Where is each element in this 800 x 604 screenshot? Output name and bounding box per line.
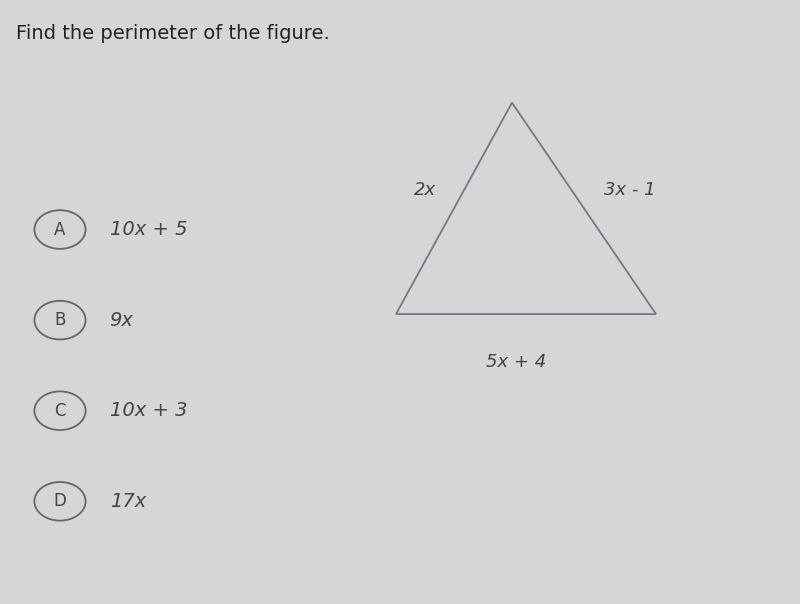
Circle shape [34, 482, 86, 521]
Polygon shape [396, 103, 656, 314]
Text: Find the perimeter of the figure.: Find the perimeter of the figure. [16, 24, 330, 43]
Text: 5x + 4: 5x + 4 [486, 353, 546, 371]
Text: 2x: 2x [414, 181, 436, 199]
Circle shape [34, 391, 86, 430]
Text: 3x - 1: 3x - 1 [604, 181, 656, 199]
Circle shape [34, 210, 86, 249]
Text: 9x: 9x [110, 310, 134, 330]
Text: D: D [54, 492, 66, 510]
Text: 10x + 3: 10x + 3 [110, 401, 187, 420]
Circle shape [34, 301, 86, 339]
Text: A: A [54, 220, 66, 239]
Text: 17x: 17x [110, 492, 146, 511]
Text: 10x + 5: 10x + 5 [110, 220, 187, 239]
Text: B: B [54, 311, 66, 329]
Text: C: C [54, 402, 66, 420]
